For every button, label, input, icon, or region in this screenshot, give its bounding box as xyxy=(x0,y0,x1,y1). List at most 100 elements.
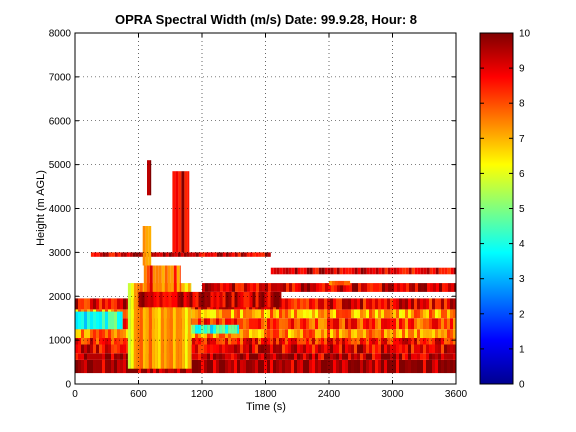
heatmap-cell xyxy=(369,318,372,330)
heatmap-cell xyxy=(258,291,262,308)
heatmap-cell xyxy=(145,226,149,266)
heatmap-cell xyxy=(167,265,171,297)
heatmap-cell xyxy=(441,267,445,275)
heatmap-cell xyxy=(300,309,303,319)
heatmap-cell xyxy=(336,329,339,338)
heatmap-cell xyxy=(195,353,198,360)
heatmap-cell xyxy=(294,267,298,275)
heatmap-cell xyxy=(90,298,93,310)
heatmap-cell xyxy=(399,329,402,338)
heatmap-cell xyxy=(237,324,239,334)
heatmap-cell xyxy=(366,353,369,360)
heatmap-cell xyxy=(438,298,441,310)
heatmap-cell xyxy=(438,309,441,319)
heatmap-cell xyxy=(321,298,324,310)
heatmap-cell xyxy=(387,329,390,338)
colorbar-tick-label: 2 xyxy=(519,309,525,320)
heatmap-cell xyxy=(384,318,387,330)
heatmap-cell xyxy=(370,283,373,292)
heatmap-region xyxy=(329,280,351,286)
heatmap-cell xyxy=(171,252,175,257)
heatmap-cell xyxy=(288,353,291,360)
heatmap-cell xyxy=(279,318,282,330)
heatmap-cell xyxy=(99,298,102,310)
heatmap-cell xyxy=(126,298,129,310)
heatmap-cell xyxy=(379,283,382,292)
heatmap-cell xyxy=(420,344,423,354)
heatmap-cell xyxy=(363,337,366,345)
heatmap-cell xyxy=(273,344,276,354)
heatmap-cell xyxy=(351,298,354,310)
x-tick-label: 3000 xyxy=(381,389,404,400)
heatmap-cell xyxy=(288,359,291,374)
heatmap-cell xyxy=(381,353,384,360)
heatmap-cell xyxy=(318,318,321,330)
heatmap-cell xyxy=(309,267,313,275)
heatmap-cell xyxy=(426,298,429,310)
heatmap-cell xyxy=(277,283,280,292)
heatmap-cell xyxy=(213,318,216,330)
heatmap-cell xyxy=(255,353,258,360)
heatmap-cell xyxy=(303,309,306,319)
heatmap-cell xyxy=(198,318,201,330)
heatmap-cell xyxy=(243,318,246,330)
heatmap-cell xyxy=(432,318,435,330)
heatmap-cell xyxy=(387,309,390,319)
heatmap-cell xyxy=(270,337,273,345)
heatmap-cell xyxy=(441,353,444,360)
heatmap-cell xyxy=(207,337,210,345)
heatmap-cell xyxy=(228,324,232,334)
heatmap-cell xyxy=(304,283,307,292)
heatmap-cell xyxy=(384,337,387,345)
heatmap-cell xyxy=(402,318,405,330)
heatmap-cell xyxy=(117,344,120,354)
heatmap-cell xyxy=(204,329,207,338)
heatmap-cell xyxy=(333,337,336,345)
heatmap-cell xyxy=(414,329,417,338)
heatmap-cell xyxy=(414,359,417,374)
heatmap-cell xyxy=(366,337,369,345)
heatmap-cell xyxy=(324,298,327,310)
x-tick-label: 2400 xyxy=(318,389,341,400)
heatmap-cell xyxy=(210,359,213,374)
heatmap-cell xyxy=(333,329,336,338)
heatmap-cell xyxy=(321,329,324,338)
heatmap-cell xyxy=(384,329,387,338)
heatmap-cell xyxy=(387,359,390,374)
heatmap-cell xyxy=(120,353,123,360)
heatmap-cell xyxy=(219,337,222,345)
heatmap-cell xyxy=(324,337,327,345)
heatmap-cell xyxy=(300,329,303,338)
heatmap-cell xyxy=(387,337,390,345)
heatmap-cell xyxy=(282,344,285,354)
heatmap-cell xyxy=(217,283,220,292)
heatmap-cell xyxy=(162,291,166,308)
heatmap-cell xyxy=(114,311,117,330)
heatmap-cell xyxy=(252,291,256,308)
heatmap-cell xyxy=(87,329,90,338)
heatmap-cell xyxy=(341,280,344,286)
heatmap-cell xyxy=(291,267,295,275)
heatmap-cell xyxy=(75,311,78,330)
heatmap-cell xyxy=(390,329,393,338)
heatmap-cell xyxy=(213,344,216,354)
heatmap-cell xyxy=(438,359,441,374)
heatmap-cell xyxy=(222,291,226,308)
heatmap-cell xyxy=(108,344,111,354)
heatmap-cell xyxy=(339,353,342,360)
heatmap-cell xyxy=(414,337,417,345)
heatmap-cell xyxy=(228,252,232,257)
heatmap-cell xyxy=(225,359,228,374)
heatmap-cell xyxy=(439,283,442,292)
heatmap-cell xyxy=(321,344,324,354)
heatmap-cell xyxy=(219,318,222,330)
heatmap-cell xyxy=(225,252,229,257)
heatmap-cell xyxy=(105,298,108,310)
heatmap-cell xyxy=(447,318,450,330)
heatmap-cell xyxy=(336,344,339,354)
heatmap-cell xyxy=(166,283,170,369)
heatmap-cell xyxy=(338,280,341,286)
heatmap-cell xyxy=(384,353,387,360)
heatmap-cell xyxy=(96,252,100,257)
heatmap-cell xyxy=(87,359,90,374)
